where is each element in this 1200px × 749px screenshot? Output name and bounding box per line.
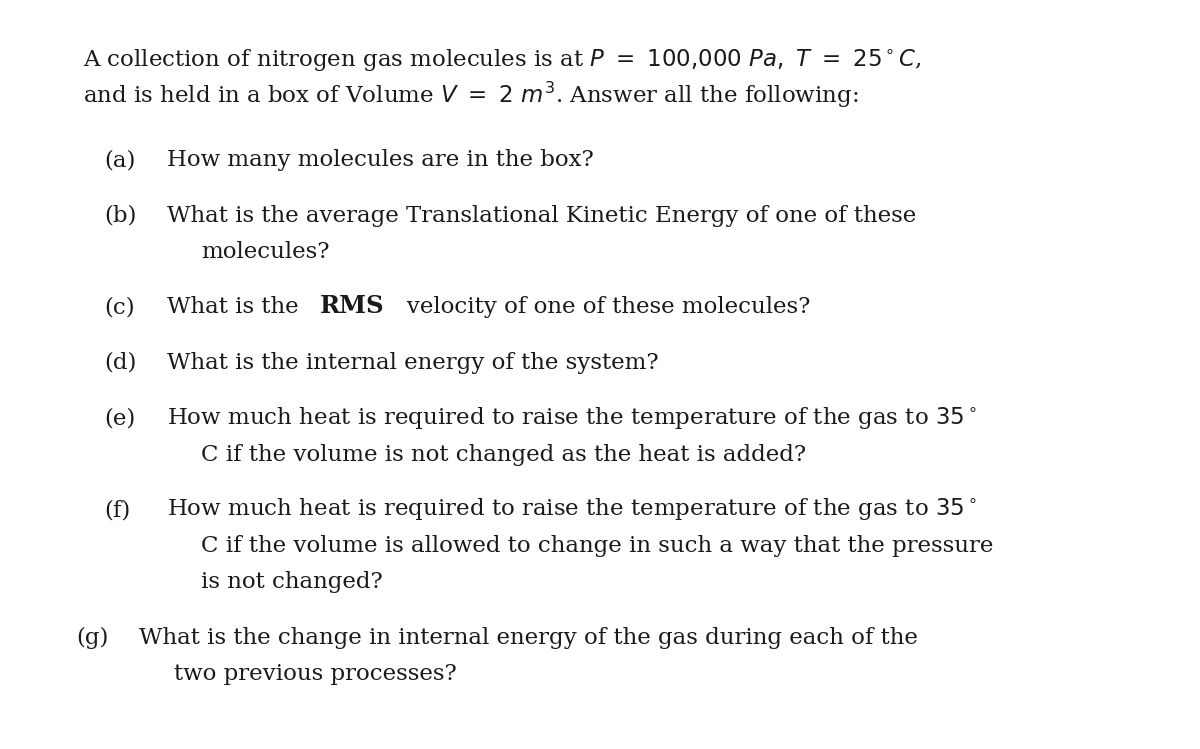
Text: (g): (g) xyxy=(77,627,109,649)
Text: What is the change in internal energy of the gas during each of the: What is the change in internal energy of… xyxy=(139,627,918,649)
Text: (f): (f) xyxy=(104,499,131,521)
Text: velocity of one of these molecules?: velocity of one of these molecules? xyxy=(385,297,810,318)
Text: (e): (e) xyxy=(104,407,136,429)
Text: is not changed?: is not changed? xyxy=(202,571,383,593)
Text: How much heat is required to raise the temperature of the gas to $35^\circ$: How much heat is required to raise the t… xyxy=(167,405,977,431)
Text: (a): (a) xyxy=(104,149,136,171)
Text: How much heat is required to raise the temperature of the gas to $35^\circ$: How much heat is required to raise the t… xyxy=(167,497,977,524)
Text: molecules?: molecules? xyxy=(202,240,330,263)
Text: and is held in a box of Volume $V\ =\ 2\ m^3$. Answer all the following:: and is held in a box of Volume $V\ =\ 2\… xyxy=(83,79,859,110)
Text: C if the volume is not changed as the heat is added?: C if the volume is not changed as the he… xyxy=(202,443,806,466)
Text: C if the volume is allowed to change in such a way that the pressure: C if the volume is allowed to change in … xyxy=(202,536,994,557)
Text: two previous processes?: two previous processes? xyxy=(174,663,456,685)
Text: (b): (b) xyxy=(104,204,137,227)
Text: (d): (d) xyxy=(104,352,137,374)
Text: How many molecules are in the box?: How many molecules are in the box? xyxy=(167,149,594,171)
Text: What is the: What is the xyxy=(167,297,320,318)
Text: A collection of nitrogen gas molecules is at $P\ =\ 100{,}000\ Pa,\ T\ =\ 25^\ci: A collection of nitrogen gas molecules i… xyxy=(83,48,922,73)
Text: What is the internal energy of the system?: What is the internal energy of the syste… xyxy=(167,352,659,374)
Text: What is the average Translational Kinetic Energy of one of these: What is the average Translational Kineti… xyxy=(167,204,916,227)
Text: RMS: RMS xyxy=(320,294,385,318)
Text: (c): (c) xyxy=(104,297,134,318)
